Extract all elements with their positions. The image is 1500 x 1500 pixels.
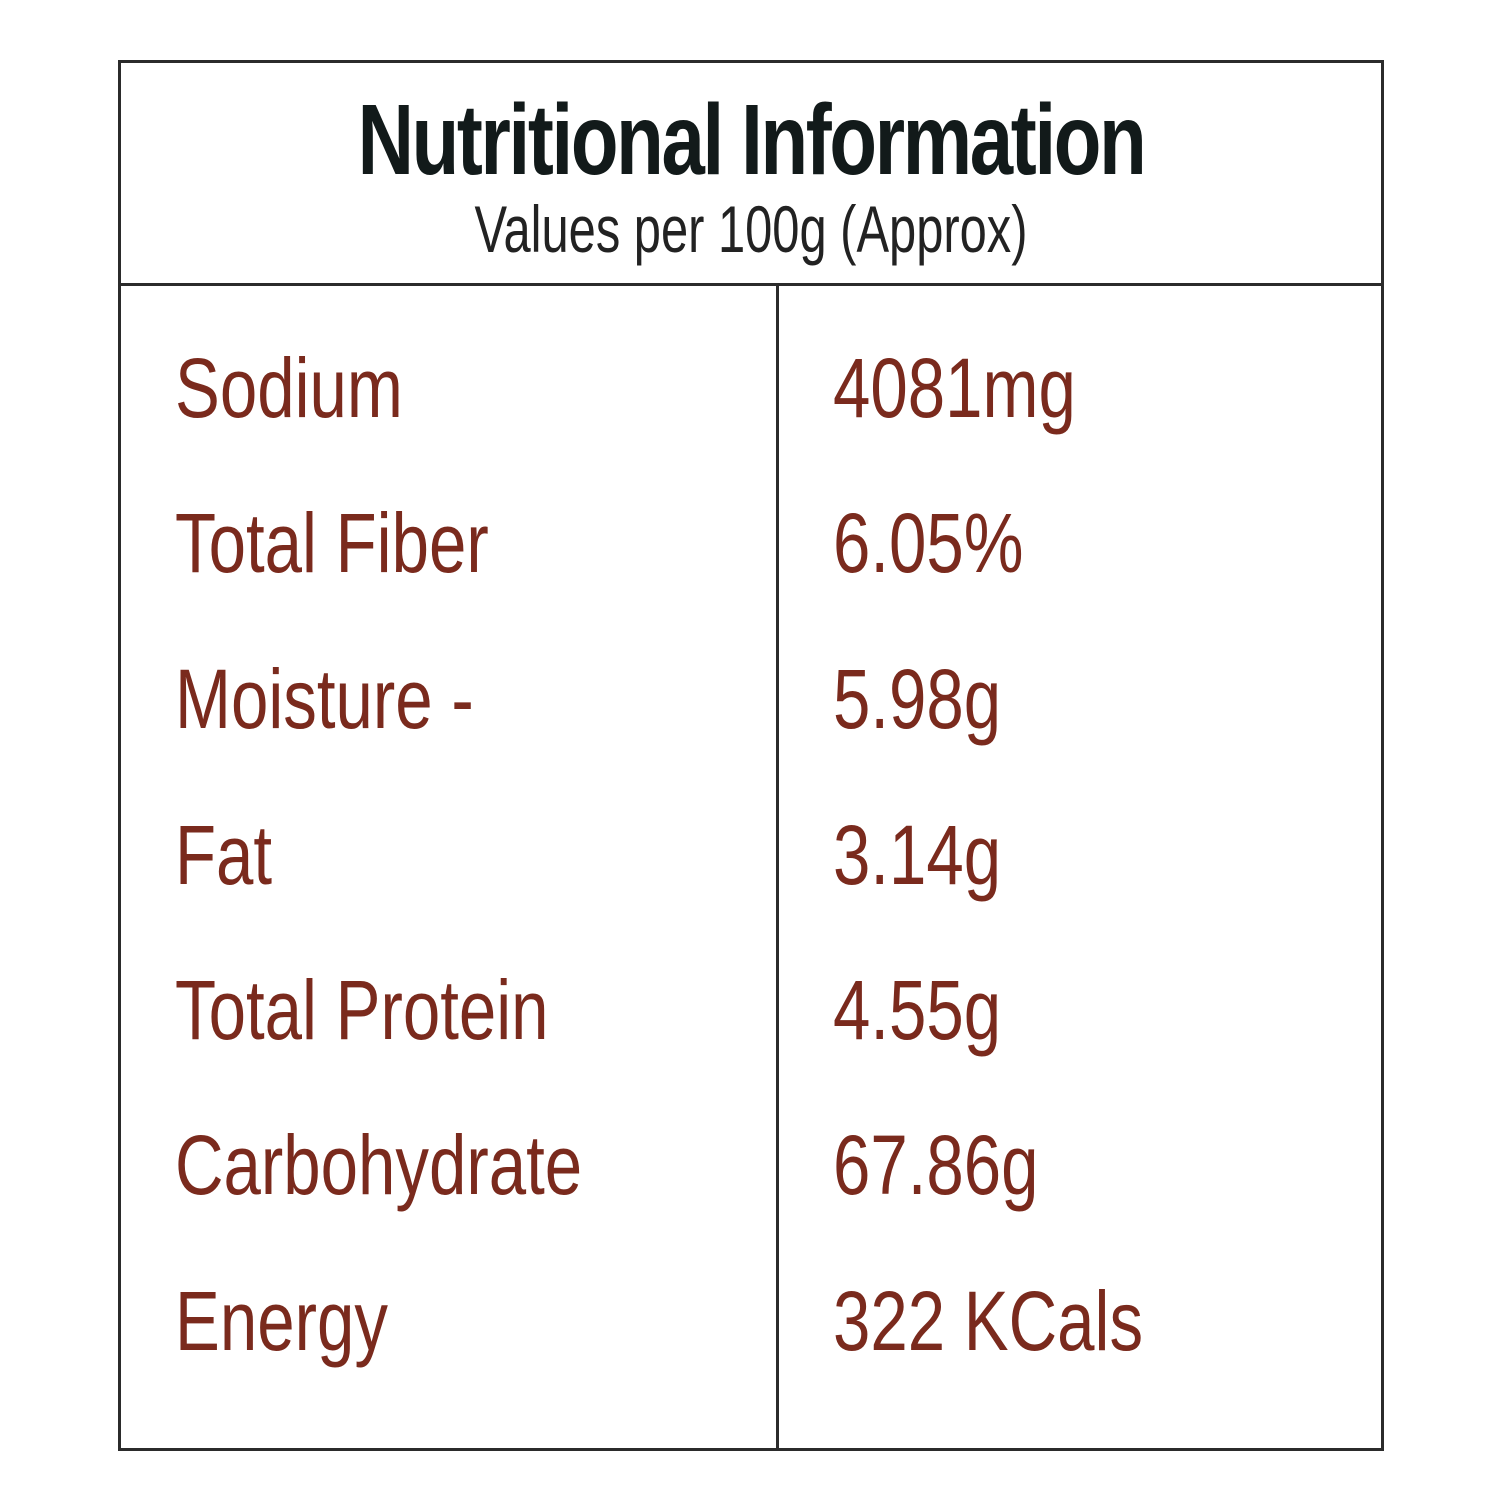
table-row: Sodium 4081mg (121, 338, 1381, 458)
row-label: Total Protein (175, 963, 549, 1057)
row-label: Fat (175, 808, 273, 902)
table-row: Energy 322 KCals (121, 1271, 1381, 1391)
table-row: Carbohydrate 67.86g (121, 1115, 1381, 1235)
row-label: Sodium (175, 341, 403, 435)
column-divider (776, 283, 779, 1451)
row-value: 6.05% (833, 496, 1024, 590)
table-row: Total Protein 4.55g (121, 960, 1381, 1080)
table-row: Total Fiber 6.05% (121, 493, 1381, 613)
row-value: 4081mg (833, 341, 1076, 435)
row-label: Total Fiber (175, 496, 489, 590)
row-value: 322 KCals (833, 1274, 1144, 1368)
row-label: Carbohydrate (175, 1118, 583, 1212)
table-row: Moisture - 5.98g (121, 649, 1381, 769)
nutrition-table: Nutritional Information Values per 100g … (118, 60, 1384, 1451)
row-value: 5.98g (833, 652, 1002, 746)
table-header: Nutritional Information Values per 100g … (121, 63, 1381, 286)
row-label: Moisture - (175, 652, 474, 746)
page-subtitle: Values per 100g (Approx) (474, 192, 1028, 266)
row-value: 4.55g (833, 963, 1002, 1057)
row-label: Energy (175, 1274, 388, 1368)
table-row: Fat 3.14g (121, 805, 1381, 925)
page-title: Nutritional Information (357, 84, 1147, 196)
row-value: 3.14g (833, 808, 1002, 902)
row-value: 67.86g (833, 1118, 1039, 1212)
